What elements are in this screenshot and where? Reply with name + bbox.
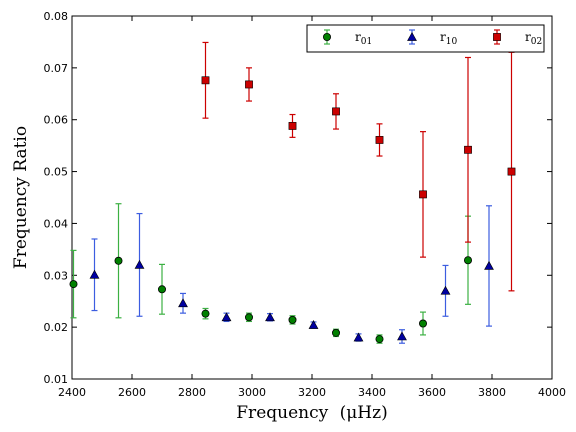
legend-label-r10: r10 bbox=[440, 30, 457, 47]
point-r02 bbox=[245, 80, 253, 89]
y-tick-label: 0.06 bbox=[44, 114, 69, 127]
legend-label-r01: r01 bbox=[355, 30, 372, 47]
point-r01 bbox=[331, 328, 340, 337]
x-tick-label: 2800 bbox=[178, 386, 206, 399]
y-tick-label: 0.08 bbox=[44, 10, 69, 23]
point-r01 bbox=[288, 315, 297, 324]
point-r10 bbox=[353, 332, 364, 342]
point-r01 bbox=[244, 313, 253, 322]
legend-label-r02: r02 bbox=[525, 30, 542, 47]
legend-marker-r10 bbox=[407, 31, 417, 41]
point-r02 bbox=[332, 107, 340, 116]
x-tick-label: 3000 bbox=[238, 386, 266, 399]
point-r01 bbox=[157, 285, 166, 294]
point-r10 bbox=[221, 312, 232, 322]
legend-marker-r01 bbox=[322, 33, 331, 42]
y-tick-label: 0.05 bbox=[44, 166, 69, 179]
point-r10 bbox=[440, 285, 451, 295]
point-r10 bbox=[484, 260, 494, 270]
point-r01 bbox=[375, 335, 384, 344]
point-r10 bbox=[134, 259, 145, 269]
x-axis-label: Frequency (μHz) bbox=[236, 403, 387, 423]
y-tick-label: 0.02 bbox=[44, 321, 69, 334]
data-markers bbox=[69, 76, 516, 344]
point-r01 bbox=[69, 280, 78, 289]
x-tick-label: 2400 bbox=[58, 386, 86, 399]
point-r10 bbox=[308, 320, 319, 329]
x-tick-label: 3600 bbox=[418, 386, 446, 399]
point-r01 bbox=[463, 256, 472, 265]
legend-marker-r02 bbox=[493, 33, 501, 41]
point-r10 bbox=[178, 298, 188, 308]
point-r01 bbox=[418, 319, 427, 328]
y-axis-label: Frequency Ratio bbox=[11, 126, 31, 269]
axes: 2400 2600 2800 3000 3200 3400 3600 3800 4000 0.01… bbox=[44, 10, 567, 399]
x-tick-label: 3400 bbox=[358, 386, 386, 399]
point-r02 bbox=[507, 167, 516, 176]
point-r02 bbox=[375, 136, 384, 144]
y-tick-label: 0.03 bbox=[44, 269, 69, 282]
y-tick-label: 0.07 bbox=[44, 62, 69, 75]
x-tick-label: 2600 bbox=[118, 386, 146, 399]
point-r02 bbox=[464, 145, 472, 154]
x-tick-label: 4000 bbox=[538, 386, 566, 399]
point-r01 bbox=[114, 256, 123, 265]
point-r01 bbox=[201, 309, 210, 318]
point-r02 bbox=[201, 76, 210, 85]
x-axis-label-main: Frequency bbox=[236, 403, 328, 423]
legend: r01 r10 r02 bbox=[306, 24, 545, 53]
y-tick-label: 0.01 bbox=[44, 373, 69, 386]
legend-box bbox=[306, 24, 545, 53]
point-r10 bbox=[397, 331, 407, 341]
x-axis-label-unit: (μHz) bbox=[340, 403, 388, 423]
point-r02 bbox=[288, 122, 297, 130]
x-tick-label: 3200 bbox=[298, 386, 326, 399]
point-r02 bbox=[419, 190, 427, 199]
x-tick-label: 3800 bbox=[478, 386, 506, 399]
point-r10 bbox=[89, 269, 100, 279]
y-tick-label: 0.04 bbox=[44, 217, 69, 230]
point-r10 bbox=[265, 312, 275, 322]
